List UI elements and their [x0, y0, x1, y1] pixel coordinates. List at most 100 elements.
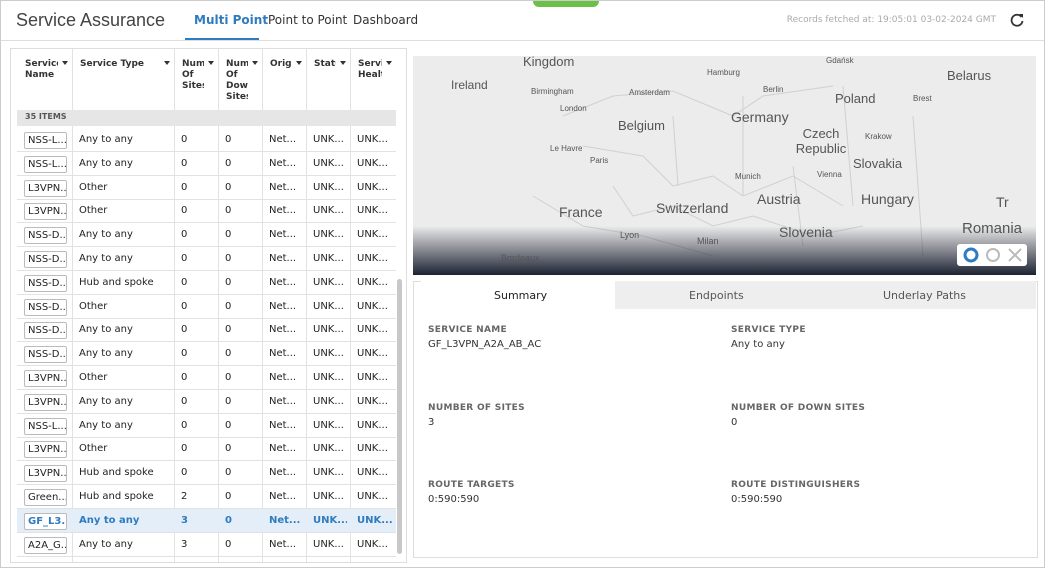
sort-icon[interactable]	[386, 61, 392, 65]
table-cell: UNK...	[357, 229, 388, 241]
table-cell: 0	[181, 395, 188, 407]
service-name-chip[interactable]: L3VPN...	[24, 370, 67, 387]
map-shade	[413, 226, 1036, 275]
service-name-chip[interactable]: NSS-L...	[24, 417, 67, 435]
sort-icon[interactable]	[340, 61, 346, 65]
service-name-chip[interactable]: NSS-D...	[24, 322, 67, 340]
table-cell: Any to any	[79, 253, 133, 264]
table-cell: UNK...	[313, 538, 344, 550]
row-divider	[17, 531, 396, 533]
column-header[interactable]: Service Type	[80, 59, 145, 69]
map-label: Berlin	[763, 85, 784, 94]
sort-icon[interactable]	[62, 61, 68, 65]
service-name-chip[interactable]: NSS-D...	[24, 298, 67, 316]
table-cell: Net...	[269, 229, 297, 241]
field-value: 0:590:590	[731, 494, 783, 505]
table-cell: UNK...	[357, 372, 388, 383]
table-cell: Net...	[269, 372, 297, 383]
column-header[interactable]: Service Name	[25, 59, 58, 80]
map-label: Tr	[996, 194, 1009, 210]
map-label: Milan	[697, 236, 719, 246]
map-controls	[957, 244, 1027, 266]
table-cell: Any to any	[79, 395, 133, 407]
table-cell: 0	[181, 372, 188, 383]
column-header[interactable]: Origin	[270, 59, 292, 69]
table-cell: Net...	[269, 324, 297, 336]
row-divider	[17, 555, 396, 557]
table-cell: Net...	[269, 491, 297, 502]
table-cell: Net...	[269, 395, 297, 407]
service-name-chip[interactable]: L3VPN...	[24, 441, 67, 459]
nav-tab[interactable]: Multi Point	[194, 13, 269, 27]
nav-tab[interactable]: Point to Point	[268, 13, 348, 27]
row-divider	[17, 484, 396, 486]
map-label: Hamburg	[707, 68, 740, 77]
table-cell: UNK...	[313, 157, 344, 169]
table-cell: Net...	[269, 157, 297, 169]
map-control-icons[interactable]	[957, 244, 1027, 266]
service-name-chip[interactable]: NSS-D...	[24, 274, 67, 292]
table-cell: UNK...	[357, 205, 388, 217]
table-cell: Hub and spoke	[79, 276, 154, 288]
table-cell: UNK...	[313, 253, 344, 264]
sort-icon[interactable]	[208, 61, 214, 65]
service-name-chip[interactable]: NSS-L...	[24, 155, 67, 173]
table-cell: 0	[225, 205, 232, 217]
row-divider	[17, 389, 396, 390]
service-name-chip[interactable]: L3VPN...	[24, 179, 67, 197]
table-cell: Other	[79, 300, 108, 312]
scrollbar[interactable]	[397, 279, 402, 554]
table-cell: UNK...	[313, 324, 344, 336]
service-name-chip[interactable]: NSS-D...	[24, 251, 67, 268]
table-cell: 0	[181, 134, 188, 145]
row-divider	[17, 198, 396, 200]
detail-tab[interactable]: Summary	[494, 289, 548, 302]
table-cell: UNK...	[313, 372, 344, 383]
table-cell: UNK...	[313, 181, 344, 193]
sort-icon[interactable]	[252, 61, 258, 65]
sort-icon[interactable]	[164, 61, 170, 65]
map-label: Paris	[590, 156, 609, 165]
table-cell: Net...	[269, 181, 297, 193]
service-name-chip[interactable]: L3VPN...	[24, 465, 67, 483]
map-label: Vienna	[817, 170, 842, 179]
map-label: Lyon	[620, 230, 640, 240]
table-cell: UNK...	[313, 134, 344, 145]
column-header[interactable]: Number Of Sites	[182, 59, 204, 91]
service-name-chip[interactable]: L3VPN...	[24, 393, 67, 411]
column-header[interactable]: Number Of Down Sites	[226, 59, 248, 102]
table-cell: Net...	[269, 276, 297, 288]
map-label: Munich	[735, 172, 761, 181]
refresh-button[interactable]	[1009, 12, 1025, 28]
service-name-chip[interactable]: A2A_G...	[24, 536, 67, 554]
table-cell: 0	[225, 229, 232, 241]
service-name-chip[interactable]: Green...	[24, 489, 67, 506]
table-cell: 0	[181, 253, 188, 264]
sort-icon[interactable]	[296, 61, 302, 65]
field-label: SERVICE NAME	[428, 325, 507, 335]
column-header[interactable]: Service Health	[358, 59, 382, 80]
map[interactable]: Kingdom Ireland Birmingham London Hamburg Gda…	[413, 56, 1036, 275]
row-divider	[17, 460, 396, 462]
table-cell: 0	[225, 134, 232, 145]
service-name-chip[interactable]: NSS-D...	[24, 346, 67, 364]
detail-tab[interactable]: Underlay Paths	[883, 289, 966, 302]
map-label: Gdańsk	[826, 56, 854, 65]
table-cell: UNK...	[357, 538, 388, 550]
table-cell: UNK...	[313, 300, 344, 312]
service-name-chip[interactable]: NSS-D...	[24, 227, 67, 245]
table-cell: UNK...	[357, 276, 388, 288]
map-label: Hungary	[861, 191, 914, 207]
table-cell: 0	[225, 395, 232, 407]
table-cell: UNK...	[313, 467, 344, 479]
service-name-chip[interactable]: L3VPN...	[24, 203, 67, 221]
column-header[interactable]: Status	[314, 59, 336, 69]
map-label: Amsterdam	[629, 88, 670, 97]
service-name-chip[interactable]: GF_L3...	[24, 512, 67, 530]
map-label: Brest	[913, 94, 932, 103]
detail-tab[interactable]: Endpoints	[689, 289, 744, 302]
map-label: Romania	[962, 220, 1023, 237]
header-divider	[1, 40, 1044, 41]
service-name-chip[interactable]: NSS-L...	[24, 132, 67, 149]
nav-tab[interactable]: Dashboard	[353, 13, 419, 27]
